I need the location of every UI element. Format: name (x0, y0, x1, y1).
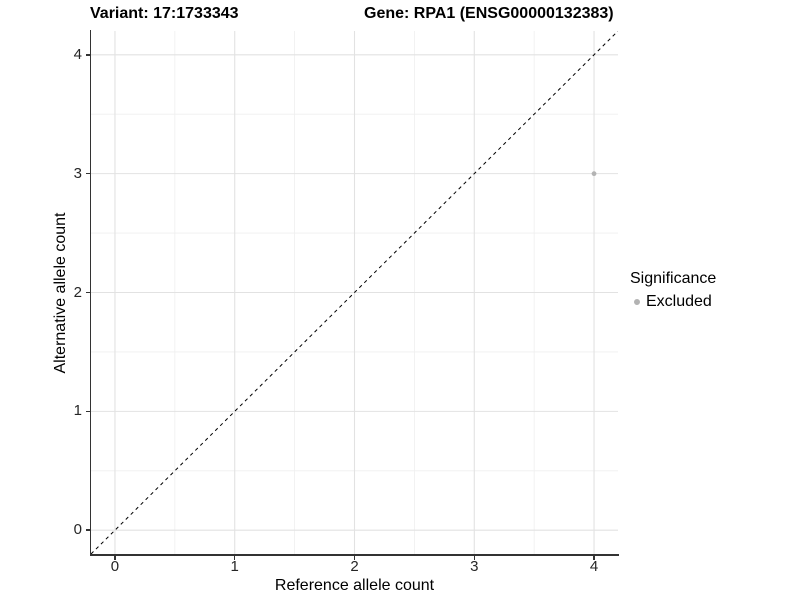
x-tick-mark (114, 555, 116, 560)
legend-title: Significance (630, 270, 717, 287)
x-tick-mark (593, 555, 595, 560)
legend: Significance Excluded (630, 269, 716, 311)
data-point (591, 171, 597, 177)
y-tick-label: 3 (73, 164, 82, 182)
y-axis-line (89, 30, 91, 555)
x-tick-label: 4 (589, 558, 599, 575)
legend-item-label: Excluded (646, 293, 712, 310)
x-tick-label: 2 (350, 558, 359, 575)
x-tick-label: 3 (470, 558, 479, 575)
legend-point-icon (634, 299, 640, 305)
y-tick-mark (85, 529, 90, 531)
y-tick-mark (85, 410, 90, 413)
x-axis-line (89, 554, 619, 556)
plot-panel (90, 30, 619, 555)
x-tick-mark (353, 555, 356, 560)
plot-title-gene: Gene: RPA1 (ENSG00000132383) (364, 5, 614, 22)
x-axis-title: Reference allele count (274, 577, 435, 594)
y-tick-mark (85, 291, 90, 294)
y-tick-label: 0 (73, 521, 82, 539)
legend-item-excluded: Excluded (630, 293, 716, 311)
x-tick-mark (473, 555, 476, 560)
y-tick-mark (85, 172, 90, 175)
x-tick-label: 0 (110, 558, 120, 575)
identity-dashed-line (90, 30, 619, 555)
y-tick-mark (85, 54, 90, 56)
y-tick-label: 2 (73, 283, 82, 301)
plot-title-variant: Variant: 17:1733343 (90, 5, 239, 22)
y-tick-label: 1 (73, 402, 82, 420)
y-tick-label: 4 (73, 45, 82, 63)
x-tick-label: 1 (230, 558, 239, 575)
plot-area-svg (90, 30, 619, 555)
x-tick-mark (233, 555, 236, 560)
